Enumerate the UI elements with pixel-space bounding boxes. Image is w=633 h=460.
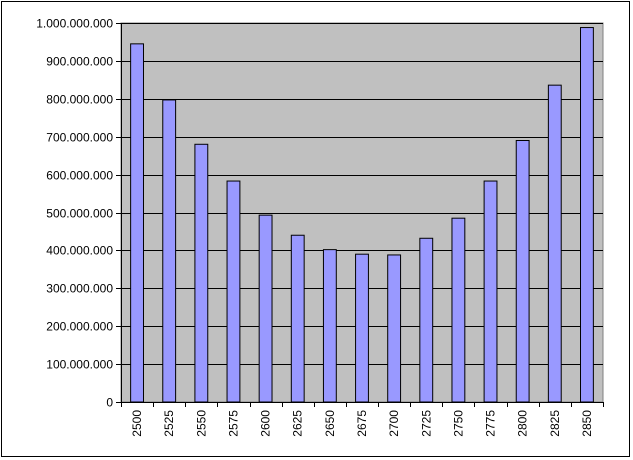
y-tick-label: 800.000.000	[46, 93, 113, 107]
bar-2775	[483, 180, 498, 403]
x-axis-ticks	[121, 402, 604, 407]
y-tick-label: 400.000.000	[46, 244, 113, 258]
y-tick-label: 700.000.000	[46, 131, 113, 145]
y-tick-label: 100.000.000	[46, 358, 113, 372]
bar-2850	[580, 27, 594, 403]
bar-2800	[515, 139, 530, 403]
x-tick-label: 2775	[484, 410, 498, 437]
bar-2825	[547, 84, 562, 403]
y-tick-label: 300.000.000	[46, 282, 113, 296]
y-tick-label: 600.000.000	[46, 169, 113, 183]
bar-2550	[194, 143, 209, 403]
x-tick-label: 2650	[323, 410, 337, 437]
bar-2675	[355, 253, 369, 403]
x-tick-label: 2575	[226, 410, 240, 437]
x-tick-label: 2500	[130, 410, 144, 437]
bar-2500	[130, 43, 144, 403]
y-tick-label: 1.000.000.000	[36, 17, 113, 31]
bar-2625	[290, 234, 305, 403]
bar-2575	[226, 180, 241, 403]
x-axis-labels: 2500 2525 2550 2575 2600 2625 2650 2675 2700 2725…	[130, 410, 594, 437]
y-axis-labels: 0 100.000.000 200.000.000 300.000.000 400.00…	[36, 17, 113, 410]
bar-2750	[451, 217, 466, 403]
y-tick-label: 200.000.000	[46, 320, 113, 334]
x-tick-label: 2550	[194, 410, 208, 437]
x-tick-label: 2600	[259, 410, 273, 437]
x-tick-label: 2625	[291, 410, 305, 437]
x-tick-label: 2725	[419, 410, 433, 437]
x-tick-label: 2850	[580, 410, 594, 437]
y-tick-label: 500.000.000	[46, 207, 113, 221]
x-tick-label: 2525	[162, 410, 176, 437]
bars	[130, 27, 594, 403]
x-tick-label: 2825	[548, 410, 562, 437]
bar-2725	[419, 237, 434, 403]
bar-2600	[258, 214, 273, 403]
y-tick-label: 900.000.000	[46, 55, 113, 69]
x-tick-label: 2800	[516, 410, 530, 437]
bar-2650	[322, 249, 337, 403]
y-tick-label: 0	[106, 396, 113, 410]
x-tick-label: 2750	[451, 410, 465, 437]
x-tick-label: 2675	[355, 410, 369, 437]
bar-2700	[387, 254, 402, 403]
y-axis-ticks	[116, 23, 121, 403]
bar-2525	[162, 99, 177, 403]
x-tick-label: 2700	[387, 410, 401, 437]
